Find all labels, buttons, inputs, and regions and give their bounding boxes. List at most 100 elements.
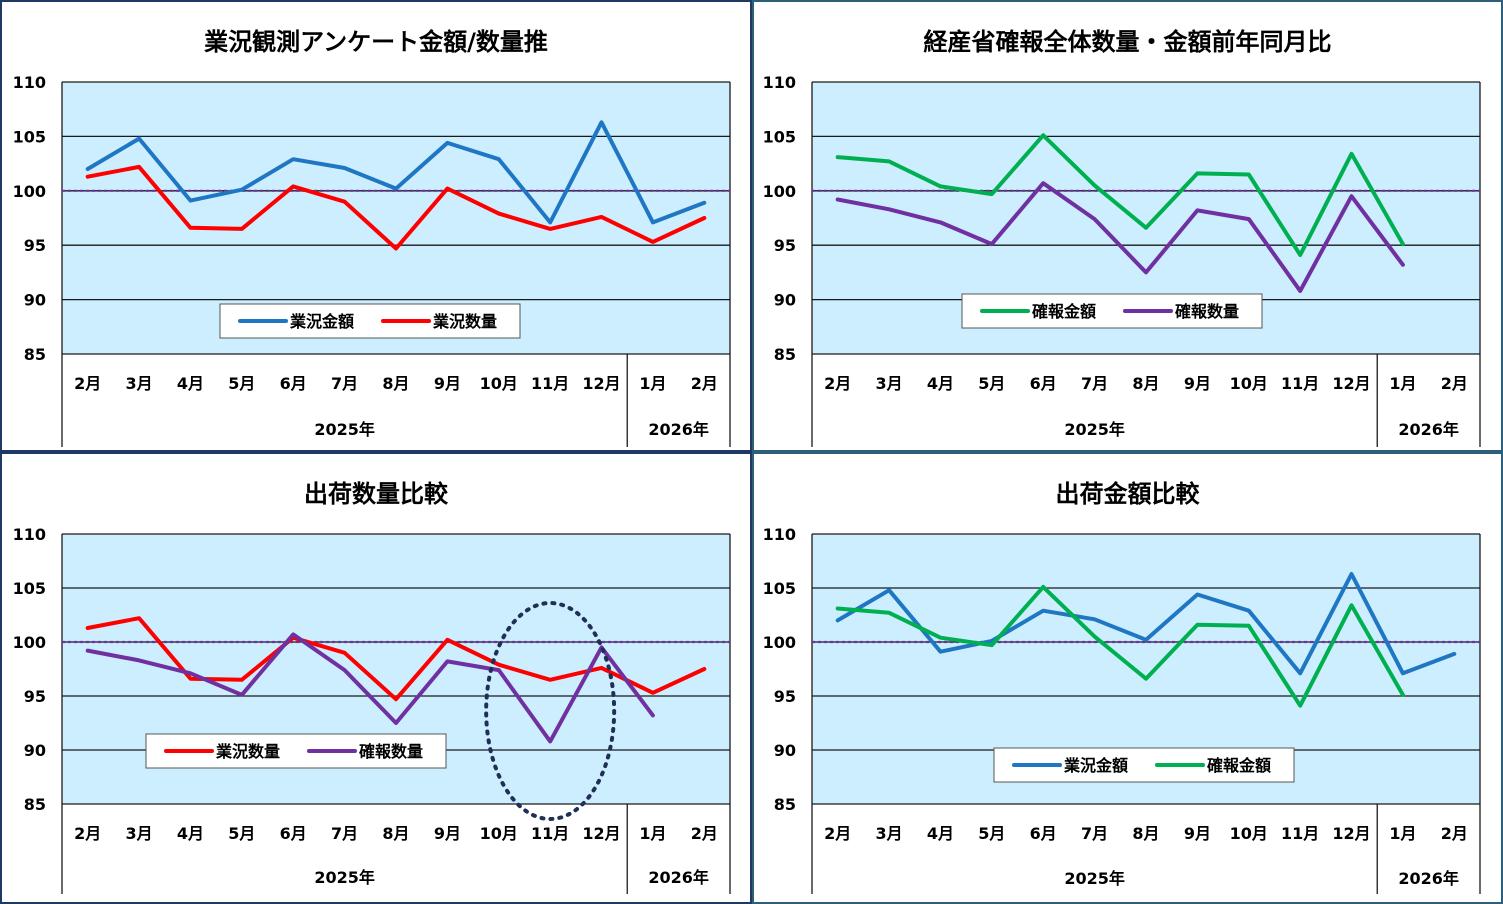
y-tick-label: 105 (13, 579, 46, 598)
legend-label: 確報数量 (359, 742, 423, 761)
legend-label: 確報数量 (1175, 302, 1239, 321)
chart-title: 業況観測アンケート金額/数量推 (204, 28, 548, 56)
x-tick-label: 2月 (1441, 824, 1468, 843)
series-line-確報金額 (835, 133, 1405, 257)
x-tick-label: 11月 (1281, 824, 1319, 843)
x-tick-label: 5月 (228, 824, 255, 843)
year-label: 2026年 (648, 868, 709, 887)
x-tick-label: 2月 (824, 824, 851, 843)
legend-label: 確報金額 (1207, 756, 1271, 775)
x-tick-label: 11月 (531, 824, 569, 843)
x-tick-label: 11月 (531, 374, 569, 393)
chart-svg: 出荷金額比較 85 90 95 100 105 110 2月 3月 4月 5月 6月 7月 8月 9月 10月… (763, 480, 1481, 894)
x-tick-label: 2月 (691, 824, 718, 843)
series-line-確報数量 (835, 181, 1405, 293)
year-label: 2025年 (1064, 869, 1125, 888)
year-label: 2025年 (1064, 420, 1125, 439)
x-tick-label: 2月 (824, 374, 851, 393)
x-tick-label: 1月 (1389, 374, 1416, 393)
x-tick-label: 4月 (927, 374, 954, 393)
x-tick-label: 7月 (331, 374, 358, 393)
year-label: 2025年 (314, 420, 375, 439)
x-tick-label: 6月 (280, 824, 307, 843)
x-tick-label: 9月 (1184, 374, 1211, 393)
x-tick-label: 4月 (177, 824, 204, 843)
x-tick-label: 1月 (1389, 824, 1416, 843)
x-tick-label: 7月 (331, 824, 358, 843)
legend-label: 業況金額 (289, 312, 354, 331)
x-tick-label: 10月 (480, 374, 518, 393)
x-tick-label: 2月 (691, 374, 718, 393)
x-tick-label: 9月 (434, 824, 461, 843)
x-tick-label: 8月 (1132, 824, 1159, 843)
y-tick-label: 90 (24, 291, 46, 310)
y-tick-label: 95 (774, 236, 796, 255)
y-tick-label: 100 (763, 633, 796, 652)
y-tick-label: 85 (24, 345, 46, 364)
y-tick-label: 100 (763, 182, 796, 201)
x-tick-label: 8月 (382, 824, 409, 843)
series-line-業況金額 (85, 120, 707, 225)
y-tick-label: 90 (774, 741, 796, 760)
chart-panel-meti-report: 経産省確報全体数量・金額前年同月比 85 90 95 100 105 110 2月 3月 4月 5月… (752, 0, 1503, 452)
x-tick-label: 6月 (1030, 824, 1057, 843)
x-tick-label: 3月 (876, 374, 903, 393)
x-tick-label: 6月 (1030, 374, 1057, 393)
legend-label: 業況数量 (432, 312, 497, 331)
chart-svg: 業況観測アンケート金額/数量推 85 90 95 100 105 110 2月 3月 4月 5月 6月… (13, 28, 731, 447)
y-tick-label: 90 (774, 291, 796, 310)
x-tick-label: 10月 (480, 824, 518, 843)
x-tick-label: 10月 (1230, 374, 1268, 393)
series-line-業況数量 (85, 616, 707, 702)
y-tick-label: 110 (13, 73, 46, 92)
x-tick-label: 2月 (74, 824, 101, 843)
y-tick-label: 85 (774, 345, 796, 364)
y-tick-label: 110 (763, 525, 796, 544)
legend-label: 業況数量 (215, 742, 280, 761)
x-tick-label: 6月 (280, 374, 307, 393)
x-tick-label: 3月 (876, 824, 903, 843)
chart-title: 経産省確報全体数量・金額前年同月比 (924, 28, 1332, 56)
chart-panel-shipment-volume: 出荷数量比較 85 90 95 100 105 110 2月 3月 4月 5月 6月 7月 8月 9月 10月… (0, 452, 752, 904)
y-tick-label: 85 (24, 795, 46, 814)
y-tick-label: 95 (24, 236, 46, 255)
x-tick-label: 11月 (1281, 374, 1319, 393)
highlight-ellipse (484, 601, 617, 821)
chart-title: 出荷数量比較 (304, 480, 449, 508)
year-label: 2025年 (314, 868, 375, 887)
x-tick-label: 12月 (582, 374, 620, 393)
x-tick-label: 12月 (1332, 824, 1370, 843)
chart-svg: 経産省確報全体数量・金額前年同月比 85 90 95 100 105 110 2月 3月 4月 5月… (763, 28, 1481, 447)
y-tick-label: 95 (774, 687, 796, 706)
chart-panel-business-survey: 業況観測アンケート金額/数量推 85 90 95 100 105 110 2月 3月 4月 5月 6月… (0, 0, 752, 452)
x-tick-label: 9月 (1184, 824, 1211, 843)
x-tick-label: 7月 (1081, 824, 1108, 843)
chart-panel-shipment-amount: 出荷金額比較 85 90 95 100 105 110 2月 3月 4月 5月 6月 7月 8月 9月 10月… (752, 452, 1503, 904)
x-tick-label: 10月 (1230, 824, 1268, 843)
x-tick-label: 5月 (978, 824, 1005, 843)
year-label: 2026年 (1398, 420, 1459, 439)
y-tick-label: 85 (774, 795, 796, 814)
x-tick-label: 12月 (1332, 374, 1370, 393)
x-tick-label: 5月 (978, 374, 1005, 393)
series-line-業況数量 (85, 164, 707, 251)
legend-label: 確報金額 (1032, 302, 1096, 321)
x-tick-label: 1月 (639, 824, 666, 843)
x-tick-label: 3月 (126, 374, 153, 393)
series-line-確報金額 (835, 584, 1405, 708)
year-label: 2026年 (1398, 869, 1459, 888)
chart-title: 出荷金額比較 (1056, 480, 1201, 508)
y-tick-label: 100 (13, 633, 46, 652)
x-tick-label: 3月 (126, 824, 153, 843)
x-tick-label: 1月 (639, 374, 666, 393)
y-tick-label: 105 (763, 127, 796, 146)
series-line-業況金額 (835, 572, 1457, 676)
x-tick-label: 9月 (434, 374, 461, 393)
y-tick-label: 105 (763, 579, 796, 598)
x-tick-label: 2月 (1441, 374, 1468, 393)
series-line-確報数量 (85, 632, 655, 744)
x-tick-label: 8月 (382, 374, 409, 393)
x-tick-label: 12月 (582, 824, 620, 843)
x-tick-label: 4月 (177, 374, 204, 393)
x-tick-label: 2月 (74, 374, 101, 393)
